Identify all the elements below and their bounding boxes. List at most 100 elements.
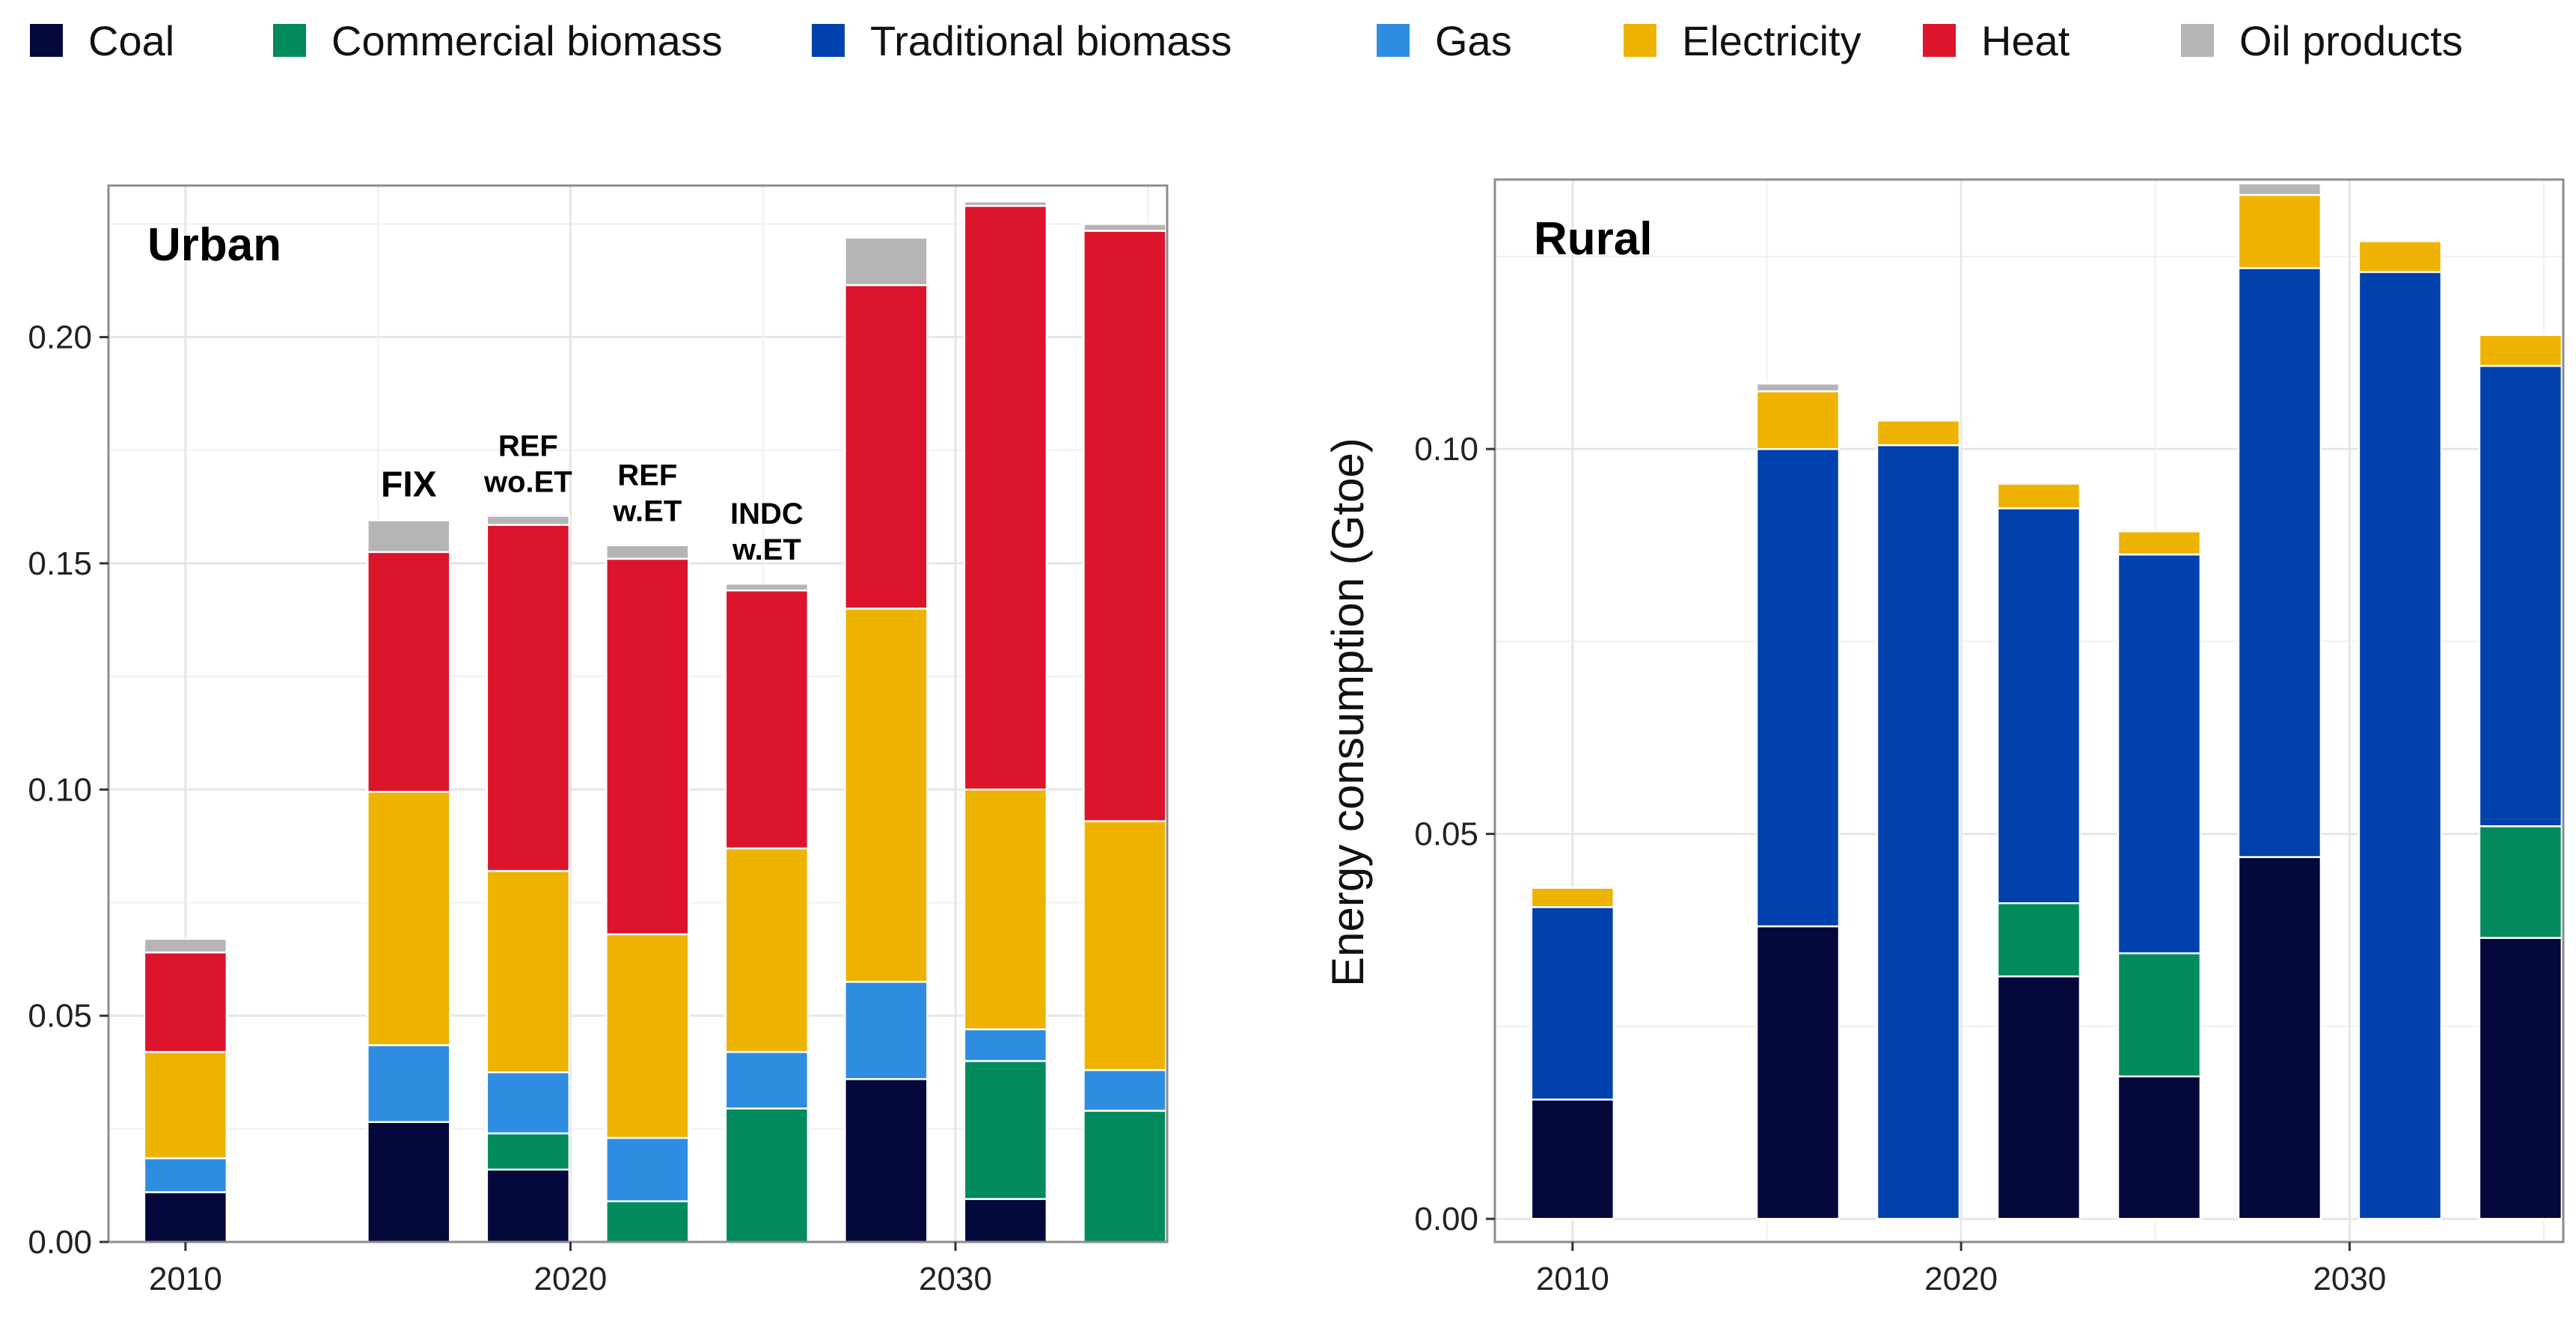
bar-segment-2020-ref-w-et-traditional-biomass [1996,507,2081,905]
legend-item-gas: Gas [1377,16,1512,64]
bar-segment-2020-indc-w-et-oil-products [724,582,810,592]
bar-segment-2030-ref-w-et-heat [1083,230,1167,822]
legend-label: Commercial biomass [331,16,723,64]
bar-annotation-2020-indc-w-et: INDC w.ET [730,498,804,566]
bar-segment-2020-ref-w-et-oil-products [605,544,690,560]
bar-segment-2020-fix-electricity [1755,390,1841,450]
bar-segment-2030-indc-w-et-heat [1203,301,1285,694]
y-tick-label: 0.00 [1414,1201,1478,1237]
legend-swatch-commercial-biomass [273,24,306,57]
legend-label: Electricity [1682,16,1861,64]
bar-segment-2030-fix-heat [844,284,928,610]
bar-annotation-2020-fix: FIX [381,465,437,504]
bar-segment-2010-coal [143,1191,228,1242]
y-tick-label: 0.05 [1414,816,1478,853]
bar-segment-2020-fix-electricity [367,791,451,1047]
panel-border [1493,178,2565,1243]
x-tick-label: 2030 [2313,1261,2386,1297]
legend-label: Oil products [2239,16,2463,64]
bar-segment-2030-ref-w-et-commercial-biomass [1083,1110,1167,1242]
bar-segment-2020-ref-w-et-coal [1996,975,2081,1220]
bar-segment-2030-fix-oil-products [2237,182,2322,196]
bar-segment-2020-indc-w-et-commercial-biomass [724,1107,810,1242]
bar-segment-2020-indc-w-et-coal [2117,1075,2202,1220]
bars [143,200,1285,1242]
panel-title-urban: Urban [147,219,281,271]
y-tick-label: 0.00 [28,1224,92,1261]
bar-segment-2020-ref-w-et-heat [605,557,690,936]
legend: Coal Commercial biomass Traditional biomas… [0,0,2576,82]
bars [1530,182,2563,1220]
bar-segment-2030-fix-gas [844,981,928,1080]
bar-segment-2010-electricity [143,1050,228,1160]
bar-segment-2030-ref-wo-et-oil-products [963,200,1048,207]
x-tick-label: 2020 [534,1261,608,1297]
bar-segment-2020-ref-w-et-electricity [1996,483,2081,510]
bar-segment-2030-ref-wo-et-commercial-biomass [963,1059,1048,1200]
bar-segment-2020-fix-traditional-biomass [1755,447,1841,928]
bar-segment-2020-fix-gas [367,1044,451,1124]
bar-segment-2010-heat [143,951,228,1053]
legend-item-commercial-biomass: Commercial biomass [273,16,723,64]
legend-label: Coal [88,16,175,64]
bar-segment-2020-ref-wo-et-electricity [1876,419,1961,447]
bar-segment-2030-fix-coal [844,1078,928,1242]
legend-swatch-electricity [1624,24,1656,57]
bar-segment-2020-fix-coal [1755,925,1841,1220]
legend-label: Traditional biomass [870,16,1232,64]
bar-segment-2030-ref-wo-et-heat [963,204,1048,791]
y-tick-label: 0.15 [28,545,92,582]
bar-segment-2020-ref-wo-et-oil-products [486,515,571,526]
bar-segment-2020-fix-heat [367,551,451,793]
bar-segment-2020-ref-w-et-electricity [605,933,690,1139]
bar-segment-2030-ref-w-et-coal [2478,937,2563,1220]
y-tick-label: 0.10 [28,771,92,808]
bar-segment-2030-fix-electricity [844,608,928,983]
bar-segment-2010-traditional-biomass [1530,906,1615,1101]
bar-segment-2030-indc-w-et-gas [1203,934,1285,1009]
bar-segment-2020-ref-wo-et-gas [486,1071,571,1135]
bar-segment-2020-fix-oil-products [1755,382,1841,393]
y-tick-label: 0.10 [1414,431,1478,468]
bar-segment-2020-fix-oil-products [367,519,451,554]
bar-segment-2010-coal [1530,1098,1615,1220]
legend-item-coal: Coal [30,16,174,64]
bar-segment-2030-ref-w-et-gas [1083,1068,1167,1112]
bar-segment-2020-ref-w-et-gas [605,1136,690,1202]
bar-segment-2020-fix-coal [367,1121,451,1242]
bar-segment-2030-ref-wo-et-electricity [2358,240,2443,273]
bar-segment-2030-ref-wo-et-gas [963,1028,1048,1062]
bar-segment-2020-ref-wo-et-electricity [486,869,571,1074]
legend-label: Heat [1981,16,2070,64]
legend-item-heat: Heat [1923,16,2069,64]
legend-label: Gas [1435,16,1512,64]
legend-item-electricity: Electricity [1624,16,1861,64]
legend-swatch-gas [1377,24,1410,57]
bar-segment-2020-indc-w-et-traditional-biomass [2117,553,2202,955]
bar-segment-2030-ref-wo-et-electricity [963,789,1048,1031]
bar-segment-2030-indc-w-et-commercial-biomass [1203,1009,1285,1242]
bar-segment-2030-ref-w-et-electricity [2478,334,2563,367]
bar-segment-2020-indc-w-et-heat [724,589,810,850]
panel-title-rural: Rural [1534,213,1652,265]
bar-segment-2030-ref-w-et-electricity [1083,820,1167,1071]
bar-segment-2030-fix-coal [2237,856,2322,1220]
legend-item-oil-products: Oil products [2181,16,2463,64]
bar-segment-2020-indc-w-et-electricity [2117,530,2202,556]
bar-segment-2020-indc-w-et-commercial-biomass [2117,952,2202,1078]
bar-segment-2020-ref-wo-et-commercial-biomass [486,1132,571,1171]
bar-segment-2020-ref-wo-et-coal [486,1168,571,1242]
bar-annotation-2020-ref-wo-et: REF wo.ET [483,429,572,498]
y-tick-label: 0.05 [28,998,92,1035]
bar-segment-2030-ref-wo-et-traditional-biomass [2358,271,2443,1220]
bar-segment-2030-fix-electricity [2237,194,2322,269]
bar-segment-2010-gas [143,1157,228,1193]
bar-segment-2010-electricity [1530,887,1615,908]
bar-annotation-2020-ref-w-et: REF w.ET [612,459,682,528]
x-tick-label: 2010 [149,1261,222,1297]
bar-segment-2030-indc-w-et-oil-products [1203,296,1285,301]
panel-rural: 0.00 0.05 0.10 2010 2020 2030 Rural [1414,178,2565,1297]
bar-segment-2010-oil-products [143,937,228,954]
bar-segment-2030-ref-w-et-commercial-biomass [2478,825,2563,939]
